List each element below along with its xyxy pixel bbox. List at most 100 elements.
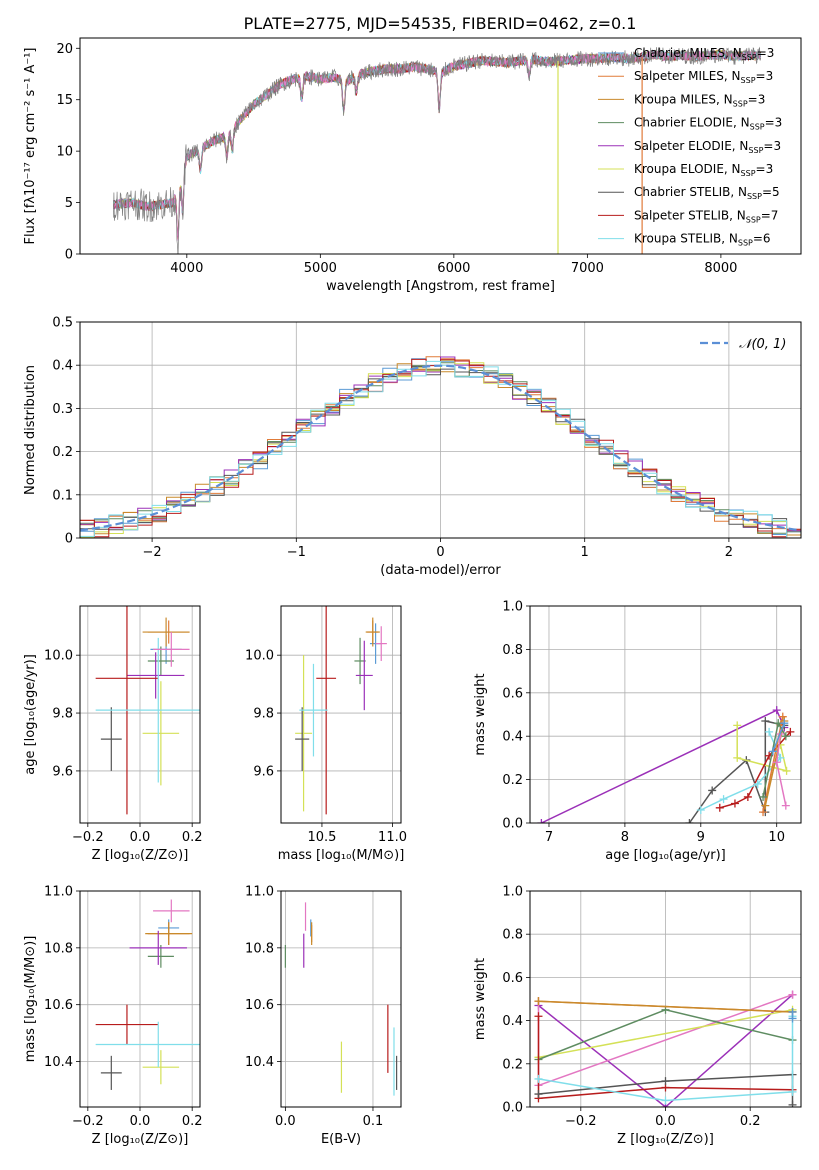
legend-value: =5 (762, 185, 780, 199)
weight-marker (772, 758, 781, 767)
legend-label: Salpeter STELIB, NSSP=7 (634, 208, 778, 224)
weight-marker (759, 792, 768, 801)
x-tick-label: 0.2 (182, 1114, 203, 1129)
y-tick-label: 0.2 (502, 1057, 523, 1072)
weight-line (541, 709, 785, 823)
weight-marker (719, 795, 728, 804)
y-tick-label: 0.8 (502, 928, 523, 943)
weight-marker (696, 805, 705, 814)
x-tick-label: 9 (697, 830, 705, 845)
weight-marker (534, 1074, 543, 1083)
figure-title: PLATE=2775, MJD=54535, FIBERID=0462, z=0… (244, 14, 637, 33)
weight-lines (534, 990, 797, 1107)
y-tick-label: 10 (56, 145, 73, 160)
weight-marker (768, 747, 777, 756)
normal-curve (80, 364, 801, 532)
axes-frame (79, 605, 201, 824)
weight-marker (780, 719, 789, 728)
legend-value: =6 (753, 232, 771, 246)
weight-marker (759, 808, 768, 817)
y-tick-label: 11.0 (245, 885, 274, 900)
y-tick-label: 0.4 (502, 1014, 523, 1029)
weight-marker (788, 1014, 797, 1023)
y-tick-label: 10.8 (245, 941, 274, 956)
axes-frame (280, 890, 402, 1108)
weight-marker (788, 1087, 797, 1096)
x-tick-label: 6000 (437, 261, 470, 276)
x-axis-label: wavelength [Angstrom, rest frame] (326, 279, 555, 294)
weight-marker (685, 819, 694, 823)
legend-name: Salpeter MILES, N (634, 69, 741, 83)
x-axis-label: Z [log₁₀(Z/Z⊙)] (92, 1132, 189, 1147)
axes-frame (79, 890, 201, 1108)
legend-label: Salpeter MILES, NSSP=3 (634, 69, 773, 85)
y-tick-label: 5 (65, 196, 73, 211)
y-tick-label: 15 (56, 93, 73, 108)
weight-marker (733, 721, 742, 730)
y-tick-label: 10.4 (245, 1055, 274, 1070)
x-tick-label: 4000 (170, 261, 203, 276)
x-tick-label: 0.2 (740, 1114, 761, 1129)
weight-marker (772, 706, 781, 715)
y-tick-label: 0.3 (52, 402, 73, 417)
weight-marker (781, 801, 790, 810)
y-tick-label: 0 (65, 248, 73, 263)
weight-marker (537, 819, 546, 823)
y-tick-label: 9.8 (253, 707, 274, 722)
legend-name: Kroupa MILES, N (634, 92, 733, 106)
z-weight-panel: −0.2 0.0 0.2 0.0 0.2 0.4 0.6 0.8 1.0 Z [log₁₀(Z/Z… (473, 885, 802, 1147)
y-tick-label: 9.6 (52, 764, 73, 779)
z-mass-panel: −0.2 0.0 0.2 10.4 10.6 10.8 11.0 Z [log₁₀(Z/Z⊙)… (23, 885, 203, 1148)
legend-subscript: SSP (748, 146, 763, 155)
error-bars (95, 899, 200, 1090)
error-bars (295, 606, 387, 815)
x-tick-label: 0.0 (130, 830, 151, 845)
ebv-mass-panel: 0.0 0.1 10.4 10.6 10.8 11.0 E(B-V) (245, 885, 402, 1147)
y-tick-label: 9.6 (253, 764, 274, 779)
y-tick-label: 0.0 (502, 817, 523, 832)
legend-label: Kroupa STELIB, NSSP=6 (634, 232, 771, 248)
legend-label: Salpeter ELODIE, NSSP=3 (634, 139, 781, 155)
spectrum-panel: 4000 5000 6000 7000 8000 0 5 10 15 20 wavelength [… (23, 37, 802, 294)
x-axis-label: E(B-V) (321, 1132, 361, 1147)
observed-spectrum-line (113, 46, 762, 254)
legend-name: Chabrier STELIB, N (634, 185, 747, 199)
mass-age-panel: 10.5 11.0 9.6 9.8 10.0 mass [log₁₀(M/M⊙)] (245, 605, 407, 863)
legend-name: Chabrier MILES, N (634, 46, 742, 60)
x-tick-label: 0.0 (655, 1114, 676, 1129)
x-tick-label: 0.2 (182, 830, 203, 845)
weight-marker (786, 727, 795, 736)
legend-value: =3 (765, 116, 783, 130)
weight-lines (537, 706, 795, 823)
legend-label: Kroupa MILES, NSSP=3 (634, 92, 765, 108)
x-tick-label: 2 (725, 545, 733, 560)
y-tick-label: 0.2 (502, 773, 523, 788)
x-tick-label: −0.2 (72, 830, 104, 845)
x-tick-label: 0.0 (130, 1114, 151, 1129)
axes-frame (79, 37, 802, 255)
weight-marker (534, 997, 543, 1006)
weight-line (538, 1016, 794, 1102)
y-tick-label: 10.6 (44, 998, 73, 1013)
x-tick-label: 1 (581, 545, 589, 560)
x-tick-label: −0.2 (72, 1114, 104, 1129)
legend-subscript: SSP (742, 53, 757, 62)
x-axis-label: Z [log₁₀(Z/Z⊙)] (617, 1132, 714, 1147)
x-tick-label: −0.2 (565, 1114, 597, 1129)
weight-marker (788, 990, 797, 999)
legend-subscript: SSP (750, 123, 765, 132)
legend-value: =3 (756, 162, 774, 176)
y-axis-label: mass [log₁₀(M/M⊙)] (23, 936, 38, 1063)
x-tick-label: 8 (621, 830, 629, 845)
legend-subscript: SSP (747, 192, 762, 201)
weight-marker (761, 717, 770, 726)
spectrum-lines (113, 46, 762, 254)
legend-label: Chabrier STELIB, NSSP=5 (634, 185, 780, 201)
y-tick-label: 0.0 (502, 1101, 523, 1116)
y-axis-label: Normed distribution (23, 365, 38, 495)
x-tick-label: 0 (436, 545, 444, 560)
x-axis-label: (data-model)/error (380, 563, 501, 578)
y-tick-label: 1.0 (502, 600, 523, 615)
legend-subscript: SSP (738, 239, 753, 248)
y-tick-label: 0.2 (52, 445, 73, 460)
